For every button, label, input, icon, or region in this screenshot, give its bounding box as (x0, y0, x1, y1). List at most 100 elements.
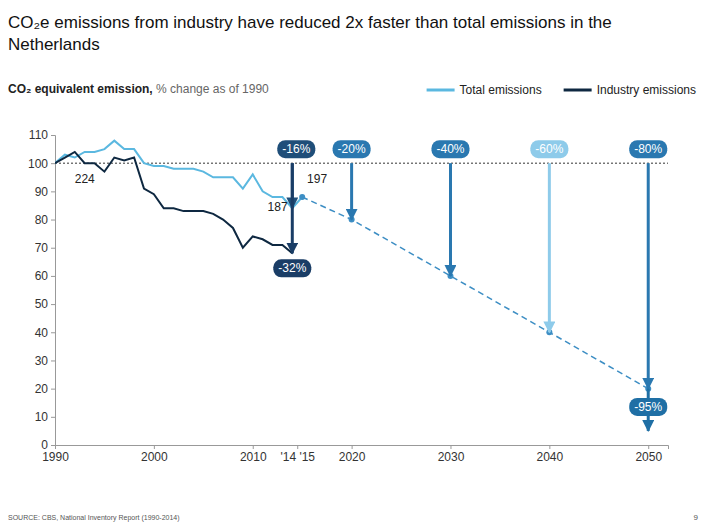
tick-mark (51, 191, 55, 192)
tick-mark (154, 445, 155, 449)
annotation-label-box (530, 140, 568, 158)
legend: Total emissions Industry emissions (427, 83, 696, 97)
annotation-label: -16% (277, 140, 315, 158)
tick-mark (51, 445, 55, 446)
tick-label: 2030 (438, 450, 465, 464)
tick-mark (450, 445, 451, 449)
title: CO₂e emissions from industry have reduce… (8, 13, 612, 54)
annotation-label-text: -80% (634, 142, 662, 156)
annotation-label-text: -95% (634, 400, 662, 414)
value-note: 187 (268, 200, 288, 214)
tick: 60 (35, 269, 55, 283)
tick-label: '14 '15 (280, 450, 315, 464)
tick: 30 (35, 354, 55, 368)
tick-label: 20 (35, 382, 49, 396)
legend-swatch (564, 89, 592, 92)
tick-label: 60 (35, 269, 49, 283)
tick: 2030 (438, 445, 465, 464)
tick-mark (297, 445, 298, 449)
tick-mark (51, 332, 55, 333)
page-number: 9 (694, 513, 699, 522)
tick-label: 30 (35, 354, 49, 368)
legend-label: Total emissions (460, 83, 542, 97)
annotation-labels: -16% -32% -20% -40% -60% -80% -95% (273, 140, 667, 416)
tick-label: 2050 (635, 450, 662, 464)
tick-mark (51, 389, 55, 390)
annotation-label-text: -60% (535, 142, 563, 156)
annotation-label-box (629, 140, 667, 158)
tick-label: 10 (35, 410, 49, 424)
annotation-label-box (277, 140, 315, 158)
tick-mark (51, 276, 55, 277)
annotation-label: -60% (530, 140, 568, 158)
tick: '14 '15 (280, 445, 315, 464)
tick: 110 (29, 128, 55, 142)
legend-item: Total emissions (427, 83, 542, 97)
annotation-label-box (333, 140, 371, 158)
tick: 80 (35, 213, 55, 227)
tick-mark (51, 163, 55, 164)
tick-label: 2010 (240, 450, 267, 464)
annotation-label-text: -16% (282, 142, 310, 156)
annotation-arrow (647, 163, 650, 388)
tick: 2020 (339, 445, 366, 464)
y-axis: 0102030405060708090100110 (28, 128, 56, 452)
annotation-label: -20% (333, 140, 371, 158)
annotation-label: -40% (431, 140, 469, 158)
series-line (302, 197, 648, 389)
tick: 70 (35, 241, 55, 255)
annotation-label-text: -32% (278, 261, 306, 275)
tick-label: 1990 (42, 450, 69, 464)
series-line (55, 152, 292, 253)
tick-mark (51, 360, 55, 361)
annotation-label-box (273, 259, 311, 277)
tick-mark (51, 135, 55, 136)
tick-label: 90 (35, 185, 49, 199)
tick-label: 100 (28, 157, 48, 171)
axis-line (56, 446, 669, 450)
tick-mark (549, 445, 550, 449)
tick-mark (51, 248, 55, 249)
legend-label: Industry emissions (597, 83, 696, 97)
tick-mark (51, 417, 55, 418)
series-line (55, 141, 302, 209)
annotation-arrow (350, 163, 353, 219)
source: SOURCE: CBS, National Inventory Report (… (8, 514, 180, 522)
plot-area (55, 141, 651, 431)
tick-label: 70 (35, 241, 49, 255)
x-axis: 1990 2000 2010 '14 '15 2020 2030 2040 2050 (42, 445, 668, 464)
tick: 20 (35, 382, 55, 396)
tick: 100 (28, 157, 55, 171)
tick-label: 40 (35, 326, 49, 340)
tick: 2010 (240, 445, 267, 464)
tick-label: 2020 (339, 450, 366, 464)
tick: 2040 (537, 445, 564, 464)
annotation-label: -95% (629, 398, 667, 416)
chart: CO₂e emissions from industry have reduce… (0, 0, 706, 529)
tick-label: 80 (35, 213, 49, 227)
annotation-label-text: -40% (436, 142, 464, 156)
tick-label: 2000 (141, 450, 168, 464)
tick: 1990 (42, 445, 69, 464)
tick: 50 (35, 297, 55, 311)
tick: 90 (35, 185, 55, 199)
annotation-arrow (449, 163, 452, 276)
value-note: 197 (307, 172, 327, 186)
annotation-label: -32% (273, 259, 311, 277)
tick: 10 (35, 410, 55, 424)
annotation-arrow (291, 163, 294, 253)
legend-item: Industry emissions (564, 83, 696, 97)
tick: 2000 (141, 445, 168, 464)
legend-swatch (427, 89, 455, 92)
subtitle: CO₂ equivalent emission, % change as of … (8, 82, 269, 96)
value-note: 224 (75, 172, 95, 186)
tick-mark (253, 445, 254, 449)
annotation-arrow (548, 163, 551, 332)
annotation-label-text: -20% (338, 142, 366, 156)
tick: 2050 (635, 445, 662, 464)
tick-mark (51, 304, 55, 305)
annotation-label-box (629, 398, 667, 416)
tick-mark (352, 445, 353, 449)
tick-label: 2040 (537, 450, 564, 464)
axis-line (51, 136, 56, 446)
